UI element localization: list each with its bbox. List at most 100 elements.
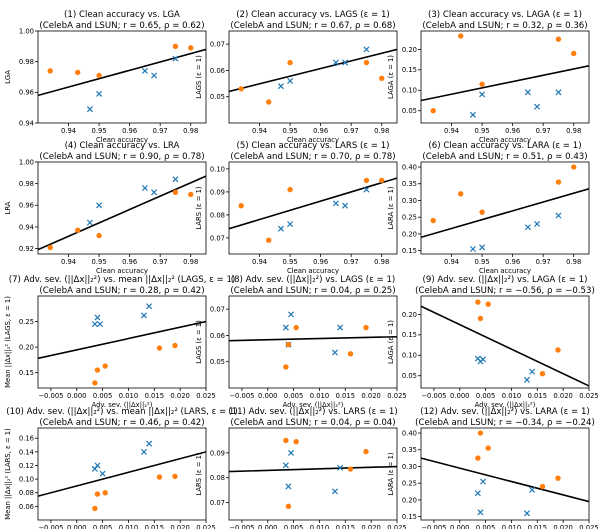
data-point-dot: [571, 50, 577, 57]
data-point-dot: [94, 367, 101, 373]
panel-title: (1) Clean accuracy vs. LGA: [64, 10, 180, 20]
y-tick-label: 0.98: [19, 58, 34, 66]
x-tick-label: 0.000: [258, 524, 277, 529]
x-tick-label: 0.000: [450, 524, 469, 529]
x-tick-label: 0.005: [476, 524, 495, 529]
axes-frame: [228, 295, 398, 389]
data-point-dot: [379, 177, 385, 184]
scatter-panel-11: (11) Adv. sev. (||Δx||₂²) vs. LARS (ε = …: [195, 407, 407, 529]
x-tick-label: 0.025: [579, 524, 598, 529]
data-point-cross: [555, 212, 562, 219]
x-tick-label: 0.98: [183, 127, 198, 135]
y-axis-label: LRA: [4, 201, 12, 214]
y-tick-label: 1.00: [19, 158, 34, 166]
y-tick-label: 0.30: [402, 197, 417, 205]
x-axis-label: Clean accuracy: [96, 267, 148, 275]
y-tick-label: 0.98: [19, 180, 34, 188]
y-axis-label: LGA: [4, 70, 12, 84]
data-point-dot: [363, 59, 370, 66]
data-point-dot: [172, 43, 179, 50]
x-tick-label: 0.005: [284, 524, 303, 529]
data-point-dot: [555, 347, 561, 353]
data-point-dot: [287, 186, 293, 193]
panel-title: (6) Clean accuracy vs. LARA (ε = 1): [428, 141, 581, 151]
data-point-dot: [172, 189, 179, 196]
axes-frame: [228, 30, 398, 124]
panel-title: (10) Adv. sev. (||Δx||₂²) vs. mean ||Δx|…: [6, 407, 238, 417]
data-point-cross: [288, 311, 295, 318]
data-point-dot: [188, 191, 194, 198]
x-tick-label: 0.010: [502, 392, 521, 400]
data-point-cross: [140, 448, 147, 455]
y-tick-label: 0.08: [210, 211, 225, 219]
x-tick-label: 0.020: [361, 392, 380, 400]
y-tick-label: 0.10: [402, 87, 417, 95]
scatter-panel-6: (6) Clean accuracy vs. LARA (ε = 1)(Cele…: [387, 141, 590, 275]
data-point-dot: [102, 490, 108, 496]
y-tick-label: 0.12: [19, 462, 34, 470]
data-point-cross: [337, 324, 344, 331]
y-tick-label: 0.06: [210, 332, 225, 340]
x-tick-label: 0.94: [444, 127, 459, 135]
y-tick-label: 0.96: [19, 89, 34, 97]
x-tick-label: 0.020: [553, 392, 572, 400]
y-axis-label: LARA (ε = 1): [387, 186, 395, 230]
scatter-panel-4: (4) Clean accuracy vs. LRA(CelebA and LS…: [4, 141, 207, 275]
scatter-panel-8: (8) Adv. sev. (||Δx||₂²) vs. LAGS (ε = 1…: [195, 275, 407, 409]
x-tick-label: 0.010: [310, 392, 329, 400]
axes-frame: [228, 427, 398, 521]
data-point-dot: [458, 191, 464, 197]
y-tick-label: 0.09: [210, 188, 225, 196]
x-tick-label: 0.98: [566, 127, 581, 135]
data-point-dot: [475, 299, 481, 305]
y-tick-label: 0.15: [402, 513, 417, 521]
x-axis-label: Clean accuracy: [287, 136, 339, 144]
x-tick-label: 0.010: [310, 524, 329, 529]
y-tick-label: 0.10: [402, 352, 417, 360]
data-point-dot: [539, 370, 546, 377]
data-point-cross: [172, 176, 179, 183]
x-tick-label: 0.015: [528, 524, 547, 529]
y-tick-label: 0.07: [210, 234, 225, 242]
regression-line: [229, 48, 397, 93]
y-tick-label: 0.07: [210, 41, 225, 49]
x-tick-label: −0.005: [38, 524, 63, 529]
data-point-dot: [266, 237, 272, 243]
data-point-cross: [474, 490, 481, 497]
panel-title: (7) Adv. sev. (||Δx||₂²) vs. mean ||Δx||…: [9, 275, 236, 285]
data-point-cross: [141, 67, 148, 74]
x-tick-label: 0.98: [566, 258, 581, 266]
data-point-cross: [555, 89, 562, 96]
x-tick-label: 0.015: [336, 392, 355, 400]
x-tick-label: 0.98: [374, 258, 389, 266]
x-tick-label: 0.000: [67, 524, 86, 529]
y-axis-label: LARS (ε = 1): [195, 452, 203, 495]
x-tick-label: −0.005: [229, 524, 254, 529]
data-point-cross: [287, 221, 294, 228]
y-tick-label: 0.20: [402, 230, 417, 238]
data-point-dot: [293, 324, 299, 331]
y-axis-label: LARA (ε = 1): [387, 452, 395, 496]
data-point-dot: [47, 244, 53, 251]
x-tick-label: −0.005: [421, 524, 446, 529]
data-point-dot: [555, 36, 562, 42]
x-tick-label: 0.020: [361, 524, 380, 529]
x-axis-label: Clean accuracy: [287, 267, 339, 275]
panel-title: (9) Adv. sev. (||Δx||₂²) vs. LAGA (ε = 1…: [423, 275, 588, 285]
y-tick-label: 0.08: [210, 474, 225, 482]
data-point-dot: [102, 363, 108, 369]
data-point-dot: [555, 179, 562, 185]
data-point-dot: [92, 505, 98, 512]
data-point-dot: [379, 75, 385, 82]
data-point-cross: [523, 510, 530, 517]
y-tick-label: 0.05: [402, 107, 417, 115]
data-point-dot: [156, 345, 163, 351]
x-tick-label: 0.96: [313, 127, 328, 135]
data-point-cross: [337, 464, 344, 471]
data-point-cross: [96, 90, 103, 97]
x-tick-label: 0.95: [475, 258, 490, 266]
y-tick-label: 0.96: [19, 202, 34, 210]
axes-frame: [37, 295, 207, 389]
x-tick-label: 0.96: [505, 258, 520, 266]
axes-frame: [420, 295, 590, 389]
